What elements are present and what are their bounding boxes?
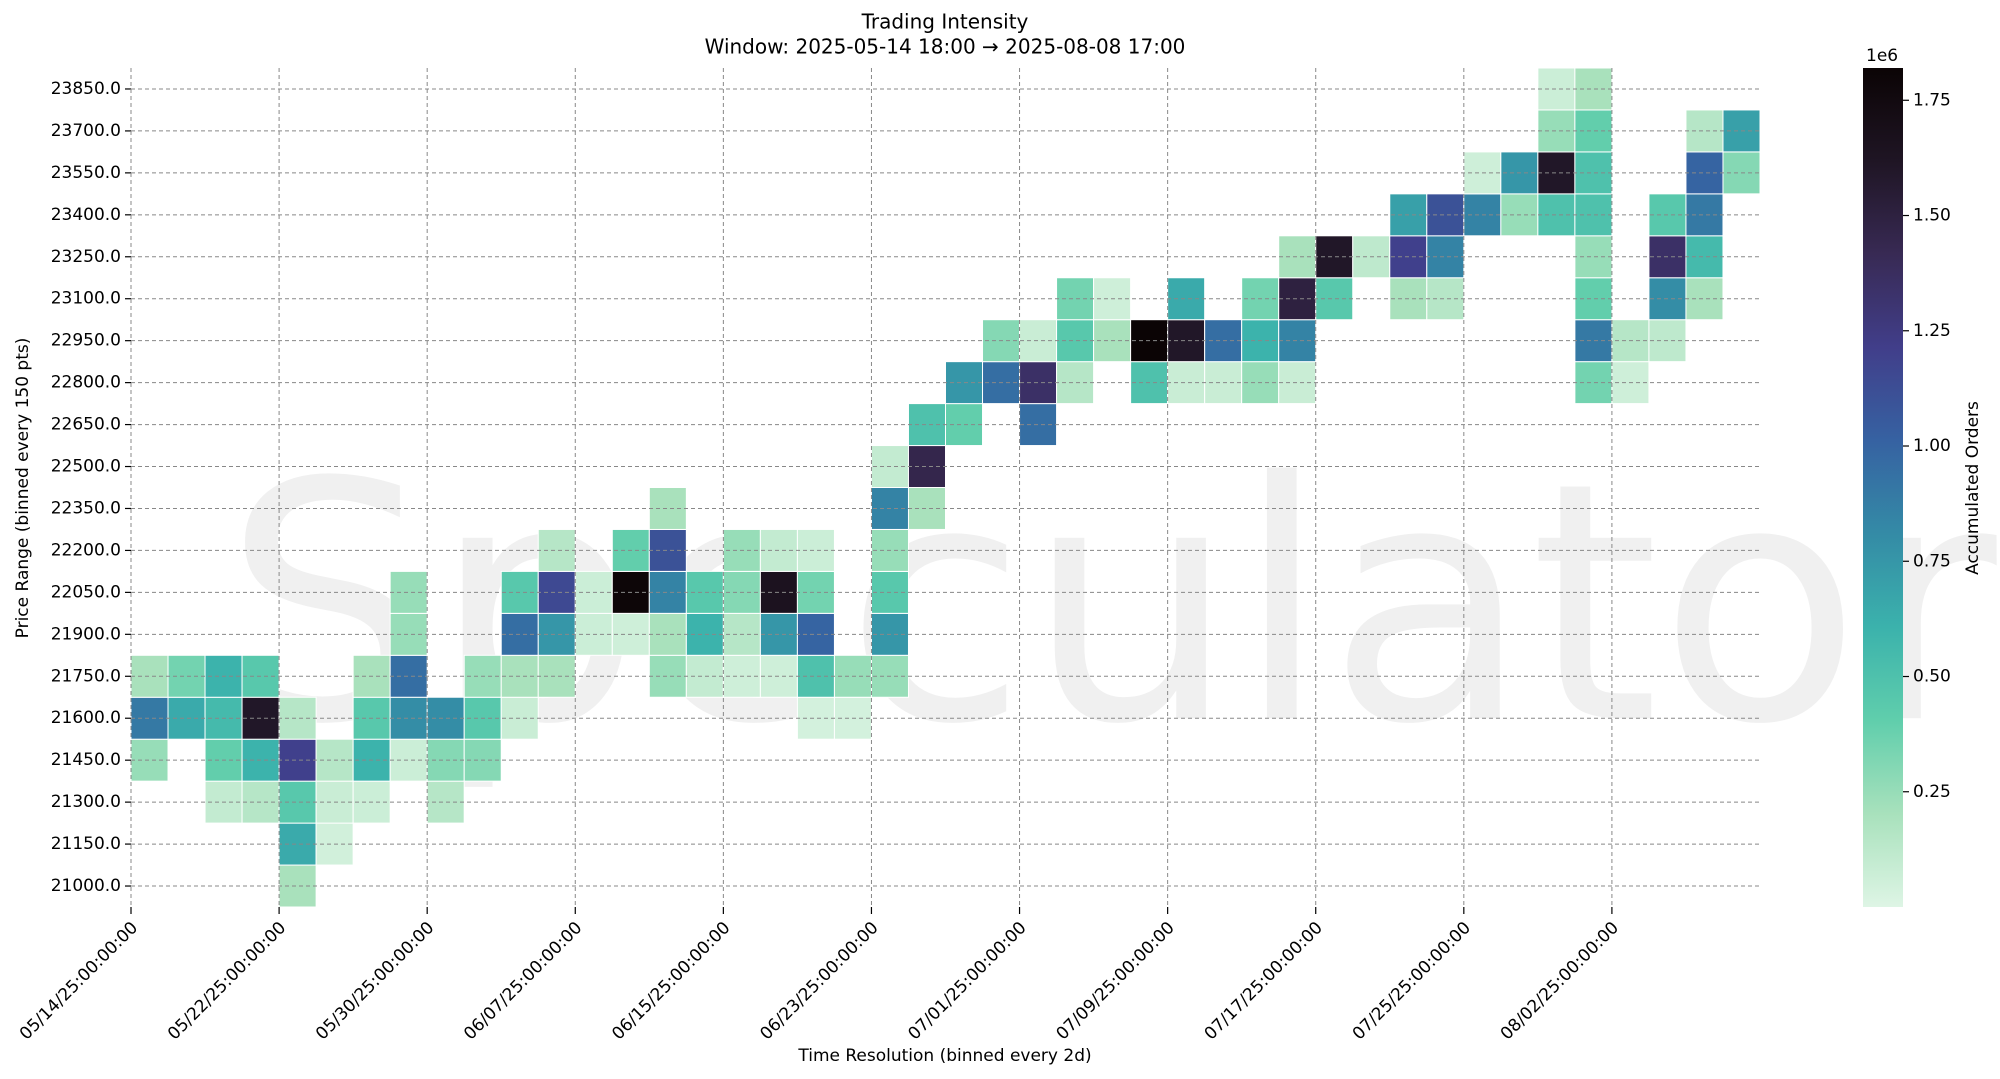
- heatmap-cell: [1167, 361, 1206, 405]
- heatmap-cell: [1685, 235, 1724, 279]
- y-tick-label: 21600.0: [51, 708, 121, 728]
- x-tick-label: 05/14/25:00:00:00: [16, 918, 142, 1044]
- colorbar-offset: 1e6: [1866, 46, 1898, 66]
- heatmap-cell: [278, 696, 317, 740]
- heatmap-cell: [1685, 151, 1724, 195]
- heatmap-cell: [1685, 109, 1724, 153]
- y-tick-label: 22500.0: [51, 457, 121, 477]
- x-tick-label: 07/01/25:00:00:00: [904, 918, 1030, 1044]
- x-tick-label: 06/07/25:00:00:00: [460, 918, 586, 1044]
- heatmap-cell: [1426, 193, 1465, 237]
- heatmap-cell: [796, 654, 835, 698]
- heatmap-cell: [537, 528, 576, 572]
- y-tick-label: 23100.0: [51, 289, 121, 309]
- x-tick-label: 07/25/25:00:00:00: [1349, 918, 1475, 1044]
- x-tick-label: 06/23/25:00:00:00: [756, 918, 882, 1044]
- x-axis-label: Time Resolution (binned every 2d): [797, 1046, 1091, 1066]
- colorbar-tick-label: 1.75: [1913, 90, 1951, 110]
- heatmap-cell: [278, 822, 317, 866]
- y-tick-label: 21000.0: [51, 876, 121, 896]
- y-tick-label: 23850.0: [51, 79, 121, 99]
- heatmap-cell: [1167, 319, 1206, 363]
- y-tick-label: 21450.0: [51, 750, 121, 770]
- chart-title: Trading Intensity: [861, 10, 1029, 34]
- heatmap-cell: [278, 738, 317, 782]
- heatmap-cell: [1426, 277, 1465, 321]
- chart-subtitle: Window: 2025-05-14 18:00 → 2025-08-08 17…: [705, 35, 1186, 59]
- y-tick-label: 22950.0: [51, 331, 121, 351]
- colorbar: [1863, 68, 1903, 907]
- y-tick-label: 22050.0: [51, 582, 121, 602]
- heatmap-cell: [1685, 277, 1724, 321]
- y-tick-label: 22800.0: [51, 373, 121, 393]
- colorbar-label: Accumulated Orders: [1963, 401, 1983, 575]
- y-tick-label: 23250.0: [51, 247, 121, 267]
- heatmap-cell: [1426, 235, 1465, 279]
- x-tick-label: 06/15/25:00:00:00: [608, 918, 734, 1044]
- x-tick-label: 05/30/25:00:00:00: [312, 918, 438, 1044]
- heatmap-cell: [1315, 235, 1354, 279]
- colorbar-tick-label: 0.25: [1913, 782, 1951, 802]
- heatmap-cell: [685, 654, 724, 698]
- colorbar-tick-label: 1.50: [1913, 206, 1951, 226]
- y-tick-label: 21150.0: [51, 834, 121, 854]
- y-tick-label: 22650.0: [51, 415, 121, 435]
- y-axis-label: Price Range (binned every 150 pts): [13, 338, 33, 639]
- heatmap-cell: [796, 696, 835, 740]
- colorbar-tick-label: 1.00: [1913, 436, 1951, 456]
- heatmap-cell: [537, 654, 576, 698]
- heatmap-cell: [278, 864, 317, 908]
- y-tick-label: 23550.0: [51, 163, 121, 183]
- x-tick-label: 08/02/25:00:00:00: [1497, 918, 1623, 1044]
- y-tick-label: 21900.0: [51, 624, 121, 644]
- x-tick-label: 07/09/25:00:00:00: [1053, 918, 1179, 1044]
- y-tick-label: 21300.0: [51, 792, 121, 812]
- heatmap-cell: [796, 570, 835, 614]
- heatmap-cell: [1685, 193, 1724, 237]
- y-tick-label: 23400.0: [51, 205, 121, 225]
- x-tick-label: 05/22/25:00:00:00: [164, 918, 290, 1044]
- y-tick-label: 22200.0: [51, 540, 121, 560]
- y-tick-label: 21750.0: [51, 666, 121, 686]
- y-tick-label: 23700.0: [51, 121, 121, 141]
- y-tick-label: 22350.0: [51, 498, 121, 518]
- heatmap-cell: [796, 528, 835, 572]
- colorbar-tick-label: 0.75: [1913, 551, 1951, 571]
- colorbar-tick-label: 0.50: [1913, 667, 1951, 687]
- colorbar-tick-label: 1.25: [1913, 321, 1951, 341]
- heatmap-cell: [537, 612, 576, 656]
- heatmap-cell: [278, 780, 317, 824]
- heatmap-cell: [1167, 277, 1206, 321]
- heatmap-cell: [537, 570, 576, 614]
- x-tick-label: 07/17/25:00:00:00: [1201, 918, 1327, 1044]
- heatmap-cell: [796, 612, 835, 656]
